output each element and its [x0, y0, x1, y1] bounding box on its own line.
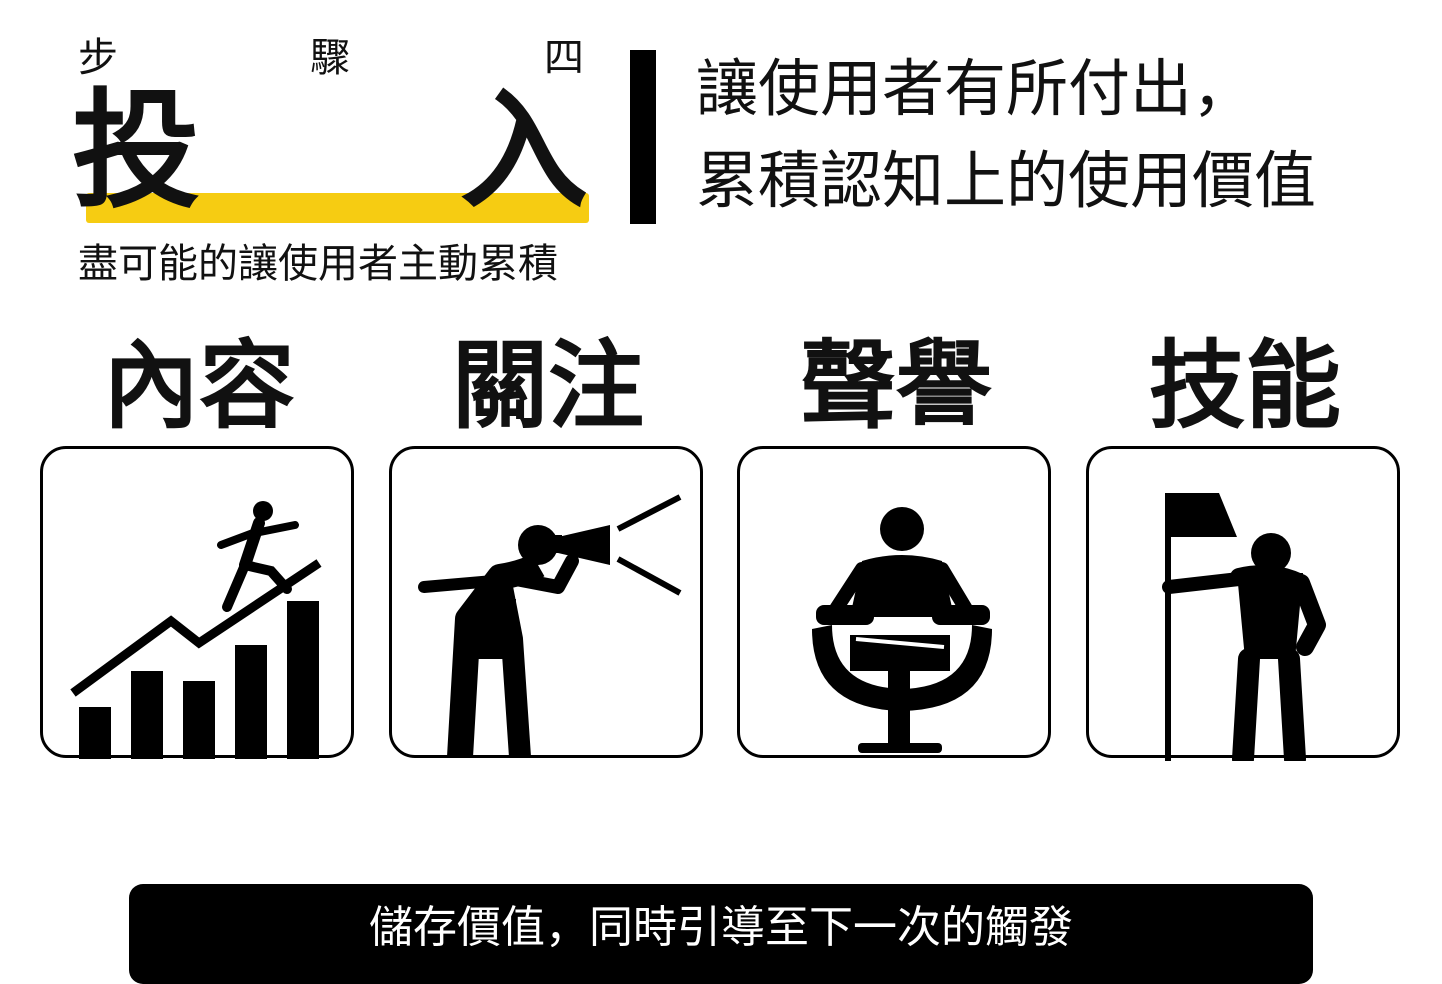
- category-card-content: [40, 446, 354, 759]
- tagline-line-2: 累積認知上的使用價值: [696, 144, 1317, 217]
- category-label-attention: 關注: [452, 330, 644, 442]
- category-label-skill: 技能: [1149, 330, 1341, 442]
- footer-text: 儲存價值，同時引導至下一次的觸發: [369, 902, 1073, 953]
- person-holding-flag-icon: [1162, 493, 1326, 761]
- step-label-char-1: 步: [78, 35, 118, 81]
- category-card-reputation: [737, 446, 1051, 758]
- title-char-1: 投: [72, 77, 201, 226]
- tagline-line-1: 讓使用者有所付出，: [696, 52, 1255, 125]
- category-label-content: 內容: [103, 330, 295, 442]
- megaphone-shouting-icon: [418, 494, 682, 758]
- step-label-char-2: 驟: [310, 35, 350, 81]
- category-label-reputation: 聲譽: [800, 330, 992, 442]
- stairs-growth-chart-icon: [70, 501, 322, 759]
- step-label-char-3: 四: [544, 35, 584, 81]
- person-seated-armchair-icon: [812, 507, 992, 753]
- title-char-2: 入: [460, 77, 589, 226]
- header-divider: [630, 50, 656, 224]
- category-card-skill: [1086, 446, 1400, 761]
- title-highlight-bar: [86, 193, 589, 223]
- header-subtitle: 盡可能的讓使用者主動累積: [78, 241, 558, 287]
- category-card-attention: [389, 446, 703, 758]
